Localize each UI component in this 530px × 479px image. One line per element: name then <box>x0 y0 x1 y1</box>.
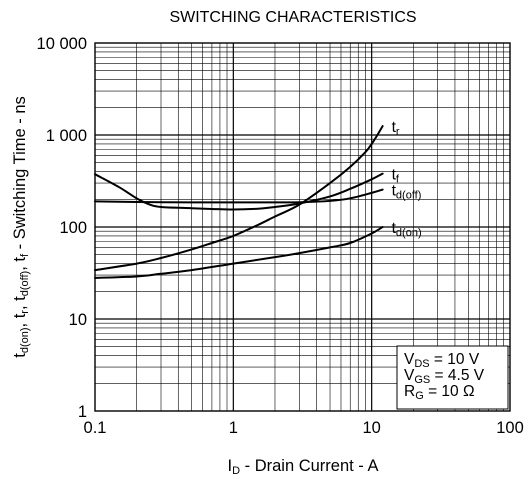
series-line-td-on <box>94 226 384 279</box>
x-tick-label: 1 <box>229 419 238 437</box>
y-tick-label: 10 <box>69 311 87 329</box>
y-axis-label: td(on), tr, td(off), tf - Switching Time… <box>11 96 31 358</box>
test-condition: RG = 10 Ω <box>404 383 475 402</box>
series-line-tr <box>94 125 384 272</box>
chart-title: SWITCHING CHARACTERISTICS <box>169 9 416 26</box>
x-axis-label: ID - Drain Current - A <box>227 457 378 477</box>
series-line-tf <box>94 172 384 211</box>
y-axis-ticks: 1 10 100 1 000 10 000 <box>37 35 87 421</box>
test-condition: VGS = 4.5 V <box>404 367 485 386</box>
series-line-td-off <box>94 188 384 204</box>
x-tick-label: 100 <box>496 419 524 437</box>
test-conditions-box <box>396 345 509 410</box>
x-axis-ticks: 0.1 1 10 100 <box>84 419 524 437</box>
series-label-td-off: td(off) <box>392 183 422 202</box>
plot-frame <box>94 42 511 412</box>
test-condition: VDS = 10 V <box>404 351 480 370</box>
x-tick-label: 0.1 <box>84 419 107 437</box>
y-tick-label: 10 000 <box>37 35 87 53</box>
series-label-tf: tf <box>392 167 400 186</box>
series-label-td-on: td(on) <box>392 220 422 239</box>
series-lines <box>94 125 384 279</box>
y-tick-label: 1 000 <box>46 127 87 145</box>
x-tick-label: 10 <box>362 419 380 437</box>
series-label-tr: tr <box>392 119 400 138</box>
y-tick-label: 100 <box>59 219 87 237</box>
y-tick-label: 1 <box>78 403 87 421</box>
